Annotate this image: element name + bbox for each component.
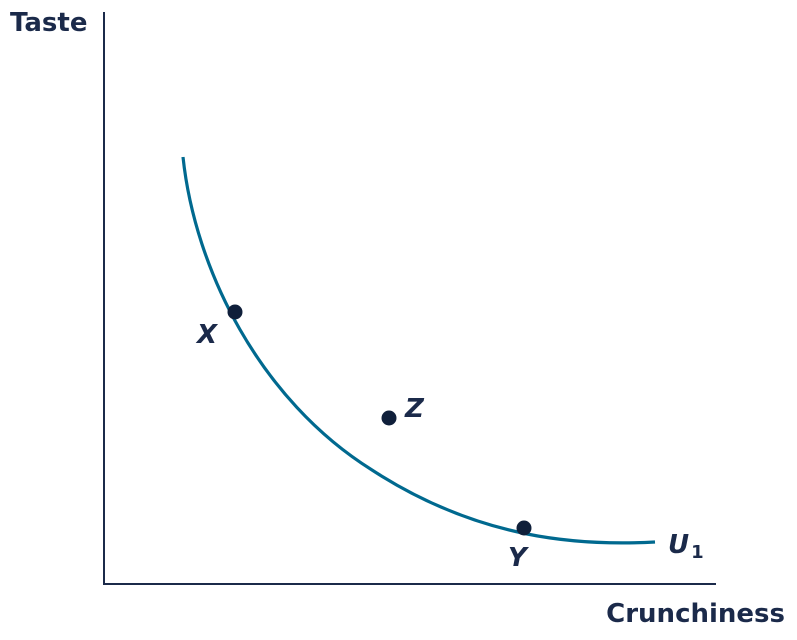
x-axis-title: Crunchiness xyxy=(606,599,785,629)
point-y-label: Y xyxy=(508,543,530,573)
y-axis-title: Taste xyxy=(10,8,87,38)
point-x-marker xyxy=(227,304,243,320)
point-x-label: X xyxy=(195,320,219,350)
indifference-curve xyxy=(181,156,656,545)
point-y-marker xyxy=(516,520,532,536)
point-z-label: Z xyxy=(404,394,425,424)
point-z-marker xyxy=(381,410,397,426)
